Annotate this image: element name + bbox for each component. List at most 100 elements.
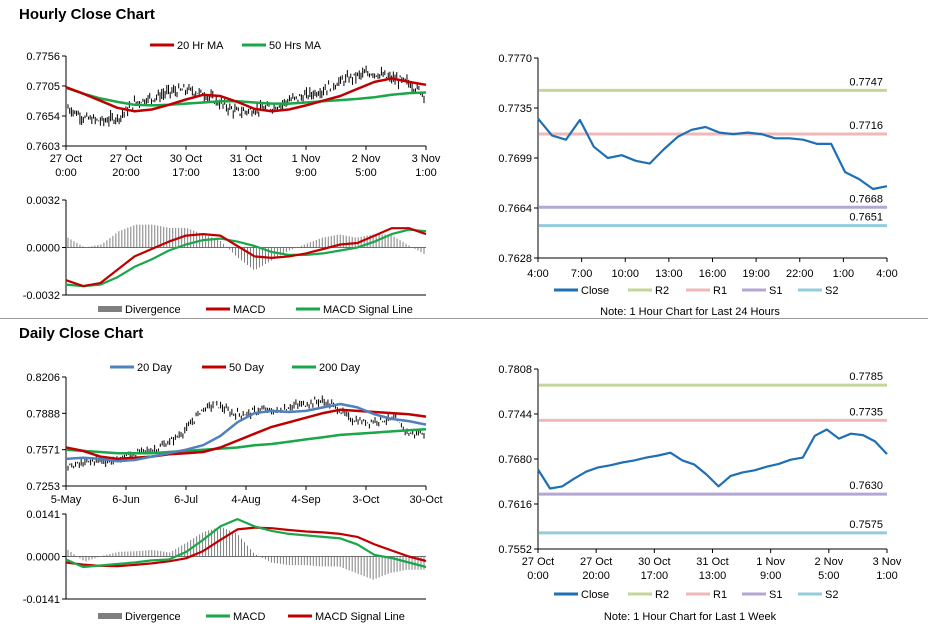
legend-macd-signal-label: MACD Signal Line xyxy=(323,304,413,316)
x-tick-label: 27 Oct xyxy=(580,556,612,568)
level-r1-label: 0.7716 xyxy=(849,120,883,132)
legend-divergence-swatch xyxy=(98,306,122,312)
x-tick-label: 19:00 xyxy=(742,268,770,280)
daily-chart-title: Daily Close Chart xyxy=(19,325,144,342)
y-tick-label: 0.0000 xyxy=(26,552,60,564)
x-tick-label: 13:00 xyxy=(232,167,260,179)
x-tick-label: 6-Jun xyxy=(112,494,140,506)
y-tick-label: 0.7735 xyxy=(498,103,532,115)
legend-divergence-label: Divergence xyxy=(125,304,181,316)
level-s1-label: 0.7668 xyxy=(849,193,883,205)
x-tick-label: 13:00 xyxy=(655,268,683,280)
legend-divergence-label: Divergence xyxy=(125,611,181,623)
legend-close-label: Close xyxy=(581,589,609,601)
x-tick-label: 4:00 xyxy=(876,268,897,280)
ma-20day-line xyxy=(65,402,427,463)
y-tick-label: 0.0141 xyxy=(26,509,60,521)
legend-20day-label: 20 Day xyxy=(137,362,172,374)
x-tick-label: 2 Nov xyxy=(814,556,843,568)
x-tick-label: 5:00 xyxy=(818,570,839,582)
macd-signal-line xyxy=(65,526,427,568)
x-tick-label: 27 Oct xyxy=(50,153,82,165)
y-tick-label: 0.0032 xyxy=(26,195,60,207)
legend-50day-label: 50 Day xyxy=(229,362,264,374)
x-tick-label: 9:00 xyxy=(760,570,781,582)
y-tick-label: 0.7616 xyxy=(498,499,532,511)
y-tick-label: 0.7664 xyxy=(498,203,532,215)
x-tick-label: 3 Nov xyxy=(412,153,441,165)
legend-s2-label: S2 xyxy=(825,589,838,601)
chart-note: Note: 1 Hour Chart for Last 1 Week xyxy=(604,611,777,623)
x-tick-label: 7:00 xyxy=(571,268,592,280)
x-tick-label: 3-Oct xyxy=(353,494,380,506)
legend-r1-label: R1 xyxy=(713,285,727,297)
x-tick-label: 10:00 xyxy=(611,268,639,280)
y-tick-label: -0.0032 xyxy=(23,290,60,302)
legend-20hr-ma-label: 20 Hr MA xyxy=(177,40,224,52)
legend-r1-label: R1 xyxy=(713,589,727,601)
x-tick-label: 20:00 xyxy=(582,570,610,582)
ma-200day-line xyxy=(65,427,427,455)
x-tick-label: 5-May xyxy=(51,494,82,506)
legend-r2-label: R2 xyxy=(655,589,669,601)
x-tick-label: 4:00 xyxy=(527,268,548,280)
legend-s1-label: S1 xyxy=(769,285,782,297)
price-bars xyxy=(67,65,425,127)
legend-macd-label: MACD xyxy=(233,304,265,316)
legend-macd-label: MACD xyxy=(233,611,265,623)
chart-note: Note: 1 Hour Chart for Last 24 Hours xyxy=(600,306,780,318)
legend-200day-label: 200 Day xyxy=(319,362,360,374)
ma-50hrs-line xyxy=(65,86,427,107)
x-tick-label: 1:00 xyxy=(876,570,897,582)
x-tick-label: 17:00 xyxy=(641,570,669,582)
y-tick-label: 0.7705 xyxy=(26,81,60,93)
y-tick-label: 0.7628 xyxy=(498,253,532,265)
x-tick-label: 9:00 xyxy=(295,167,316,179)
y-tick-label: 0.7603 xyxy=(26,141,60,153)
y-tick-label: 0.7680 xyxy=(498,454,532,466)
y-tick-label: 0.7552 xyxy=(498,544,532,556)
x-tick-label: 30 Oct xyxy=(638,556,670,568)
x-tick-label: 30-Oct xyxy=(409,494,442,506)
macd-line xyxy=(65,517,427,569)
level-s2-label: 0.7651 xyxy=(849,212,883,224)
y-tick-label: 0.0000 xyxy=(26,243,60,255)
x-tick-label: 1 Nov xyxy=(756,556,785,568)
divergence-bars xyxy=(67,526,425,580)
level-r1-label: 0.7735 xyxy=(849,406,883,418)
level-r2-label: 0.7785 xyxy=(849,371,883,383)
legend-s1-label: S1 xyxy=(769,589,782,601)
y-tick-label: 0.7888 xyxy=(26,408,60,420)
level-r2-label: 0.7747 xyxy=(849,76,883,88)
hourly-chart-title: Hourly Close Chart xyxy=(19,6,155,23)
x-tick-label: 0:00 xyxy=(527,570,548,582)
x-tick-label: 20:00 xyxy=(112,167,140,179)
y-tick-label: 0.7744 xyxy=(498,409,532,421)
legend-50hrs-ma-label: 50 Hrs MA xyxy=(269,40,322,52)
x-tick-label: 1:00 xyxy=(833,268,854,280)
close-line xyxy=(537,428,888,490)
y-tick-label: 0.7654 xyxy=(26,111,60,123)
x-tick-label: 30 Oct xyxy=(170,153,202,165)
x-tick-label: 27 Oct xyxy=(110,153,142,165)
macd-signal-line xyxy=(65,228,427,288)
x-tick-label: 4-Sep xyxy=(291,494,320,506)
legend-macd-signal-label: MACD Signal Line xyxy=(315,611,405,623)
ma-20hr-line xyxy=(65,77,427,113)
y-tick-label: 0.7571 xyxy=(26,445,60,457)
y-tick-label: 0.7253 xyxy=(26,481,60,493)
y-tick-label: 0.7808 xyxy=(498,364,532,376)
x-tick-label: 6-Jul xyxy=(174,494,198,506)
x-tick-label: 31 Oct xyxy=(696,556,728,568)
section-divider xyxy=(0,318,928,319)
y-tick-label: 0.7699 xyxy=(498,153,532,165)
x-tick-label: 31 Oct xyxy=(230,153,262,165)
x-tick-label: 1:00 xyxy=(415,167,436,179)
legend-s2-label: S2 xyxy=(825,285,838,297)
level-s2-label: 0.7575 xyxy=(849,519,883,531)
y-tick-label: 0.8206 xyxy=(26,372,60,384)
y-tick-label: 0.7756 xyxy=(26,51,60,63)
x-tick-label: 22:00 xyxy=(786,268,814,280)
level-s1-label: 0.7630 xyxy=(849,480,883,492)
